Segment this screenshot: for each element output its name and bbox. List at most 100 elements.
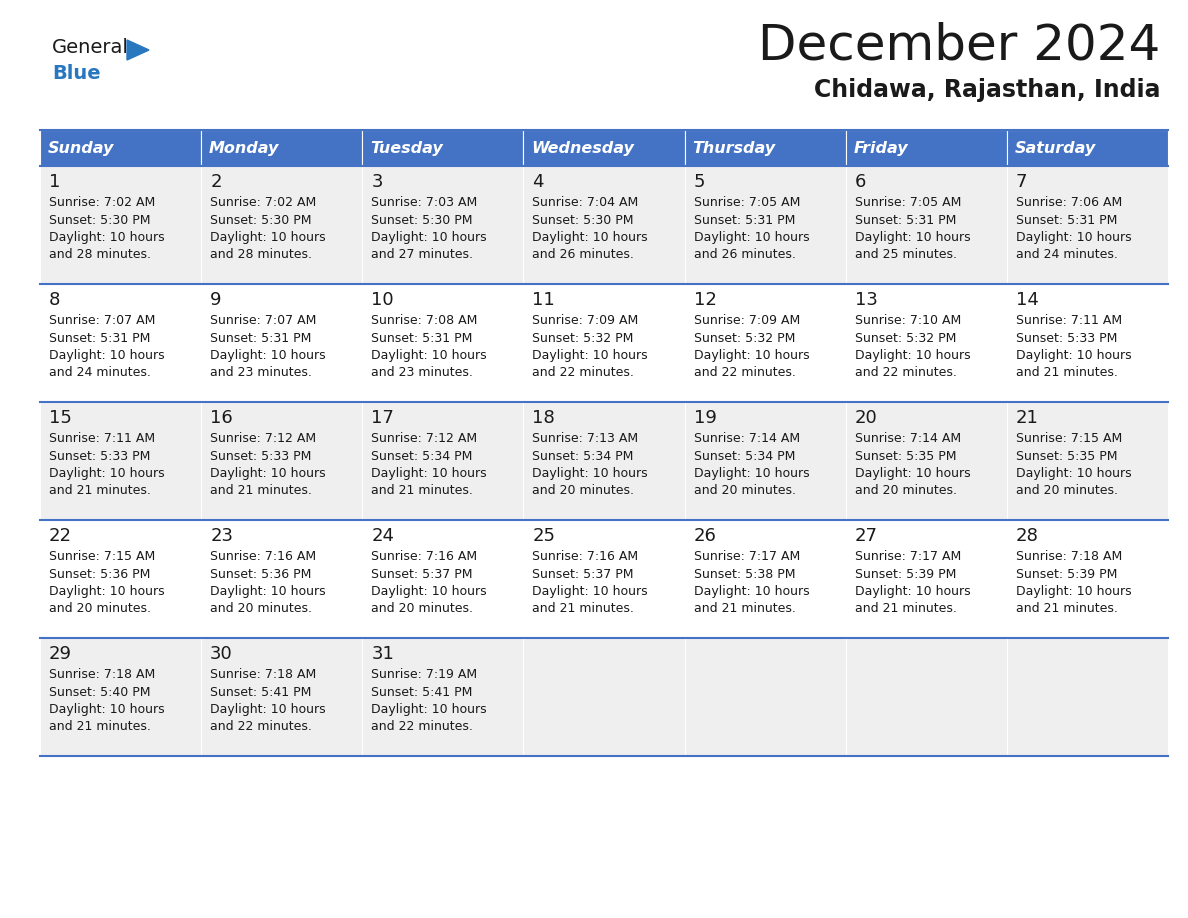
Text: Sunrise: 7:15 AM: Sunrise: 7:15 AM: [1016, 432, 1123, 445]
Text: 18: 18: [532, 409, 555, 427]
Text: 15: 15: [49, 409, 72, 427]
Text: and 21 minutes.: and 21 minutes.: [1016, 366, 1118, 379]
Text: Sunrise: 7:07 AM: Sunrise: 7:07 AM: [49, 314, 156, 327]
Text: Daylight: 10 hours: Daylight: 10 hours: [532, 467, 647, 480]
Text: 19: 19: [694, 409, 716, 427]
Text: Sunset: 5:31 PM: Sunset: 5:31 PM: [694, 214, 795, 227]
FancyBboxPatch shape: [524, 284, 684, 402]
Text: 6: 6: [854, 173, 866, 191]
Text: Daylight: 10 hours: Daylight: 10 hours: [372, 467, 487, 480]
Text: and 20 minutes.: and 20 minutes.: [532, 485, 634, 498]
Text: and 28 minutes.: and 28 minutes.: [49, 249, 151, 262]
FancyBboxPatch shape: [1007, 130, 1168, 166]
Text: and 25 minutes.: and 25 minutes.: [854, 249, 956, 262]
Text: Sunrise: 7:18 AM: Sunrise: 7:18 AM: [49, 668, 156, 681]
Text: 3: 3: [372, 173, 383, 191]
Text: Sunrise: 7:16 AM: Sunrise: 7:16 AM: [372, 550, 478, 563]
Text: 14: 14: [1016, 291, 1038, 309]
Text: Sunrise: 7:02 AM: Sunrise: 7:02 AM: [49, 196, 156, 209]
FancyBboxPatch shape: [846, 638, 1007, 756]
Text: and 22 minutes.: and 22 minutes.: [372, 721, 473, 733]
FancyBboxPatch shape: [201, 520, 362, 638]
Text: Daylight: 10 hours: Daylight: 10 hours: [210, 349, 326, 362]
Text: Sunrise: 7:02 AM: Sunrise: 7:02 AM: [210, 196, 316, 209]
Text: Tuesday: Tuesday: [371, 140, 443, 155]
FancyBboxPatch shape: [524, 166, 684, 284]
Text: Daylight: 10 hours: Daylight: 10 hours: [1016, 585, 1131, 598]
FancyBboxPatch shape: [201, 284, 362, 402]
FancyBboxPatch shape: [684, 520, 846, 638]
Text: Sunrise: 7:17 AM: Sunrise: 7:17 AM: [854, 550, 961, 563]
Text: Sunset: 5:34 PM: Sunset: 5:34 PM: [532, 450, 634, 463]
Text: Sunrise: 7:10 AM: Sunrise: 7:10 AM: [854, 314, 961, 327]
Text: Sunrise: 7:05 AM: Sunrise: 7:05 AM: [694, 196, 800, 209]
FancyBboxPatch shape: [362, 402, 524, 520]
Text: 29: 29: [49, 645, 72, 663]
Text: and 20 minutes.: and 20 minutes.: [210, 602, 312, 615]
Text: Sunset: 5:33 PM: Sunset: 5:33 PM: [1016, 331, 1117, 344]
Text: Sunset: 5:31 PM: Sunset: 5:31 PM: [854, 214, 956, 227]
Text: 24: 24: [372, 527, 394, 545]
Text: and 21 minutes.: and 21 minutes.: [1016, 602, 1118, 615]
Text: Sunset: 5:38 PM: Sunset: 5:38 PM: [694, 567, 795, 580]
Text: and 21 minutes.: and 21 minutes.: [854, 602, 956, 615]
Text: Daylight: 10 hours: Daylight: 10 hours: [694, 349, 809, 362]
Text: Daylight: 10 hours: Daylight: 10 hours: [49, 467, 165, 480]
Text: and 22 minutes.: and 22 minutes.: [854, 366, 956, 379]
FancyBboxPatch shape: [846, 402, 1007, 520]
Text: 13: 13: [854, 291, 878, 309]
Text: Daylight: 10 hours: Daylight: 10 hours: [210, 585, 326, 598]
Text: Daylight: 10 hours: Daylight: 10 hours: [1016, 231, 1131, 244]
Text: Sunset: 5:41 PM: Sunset: 5:41 PM: [210, 686, 311, 699]
FancyBboxPatch shape: [40, 520, 201, 638]
FancyBboxPatch shape: [362, 520, 524, 638]
FancyBboxPatch shape: [362, 638, 524, 756]
Text: and 22 minutes.: and 22 minutes.: [210, 721, 312, 733]
Text: Sunrise: 7:12 AM: Sunrise: 7:12 AM: [372, 432, 478, 445]
Text: Sunrise: 7:05 AM: Sunrise: 7:05 AM: [854, 196, 961, 209]
FancyBboxPatch shape: [201, 402, 362, 520]
Text: Sunrise: 7:04 AM: Sunrise: 7:04 AM: [532, 196, 639, 209]
Text: Sunset: 5:37 PM: Sunset: 5:37 PM: [532, 567, 634, 580]
FancyBboxPatch shape: [1007, 402, 1168, 520]
Text: December 2024: December 2024: [758, 22, 1159, 70]
Text: and 20 minutes.: and 20 minutes.: [854, 485, 956, 498]
Text: and 21 minutes.: and 21 minutes.: [694, 602, 796, 615]
Text: Daylight: 10 hours: Daylight: 10 hours: [210, 231, 326, 244]
FancyBboxPatch shape: [40, 638, 201, 756]
FancyBboxPatch shape: [1007, 520, 1168, 638]
Text: Sunset: 5:32 PM: Sunset: 5:32 PM: [532, 331, 634, 344]
Text: 11: 11: [532, 291, 555, 309]
Text: 12: 12: [694, 291, 716, 309]
FancyBboxPatch shape: [40, 402, 201, 520]
FancyBboxPatch shape: [362, 284, 524, 402]
Text: and 26 minutes.: and 26 minutes.: [532, 249, 634, 262]
Text: Daylight: 10 hours: Daylight: 10 hours: [854, 585, 971, 598]
FancyBboxPatch shape: [846, 130, 1007, 166]
Text: Chidawa, Rajasthan, India: Chidawa, Rajasthan, India: [814, 78, 1159, 102]
Text: and 20 minutes.: and 20 minutes.: [694, 485, 796, 498]
Text: Sunset: 5:35 PM: Sunset: 5:35 PM: [854, 450, 956, 463]
Text: Daylight: 10 hours: Daylight: 10 hours: [854, 349, 971, 362]
Text: and 21 minutes.: and 21 minutes.: [49, 485, 151, 498]
FancyBboxPatch shape: [684, 402, 846, 520]
Text: 31: 31: [372, 645, 394, 663]
Text: 21: 21: [1016, 409, 1038, 427]
Text: Sunset: 5:35 PM: Sunset: 5:35 PM: [1016, 450, 1118, 463]
FancyBboxPatch shape: [684, 130, 846, 166]
Text: Friday: Friday: [854, 140, 909, 155]
Text: Daylight: 10 hours: Daylight: 10 hours: [210, 467, 326, 480]
Text: Sunset: 5:30 PM: Sunset: 5:30 PM: [49, 214, 151, 227]
Text: 23: 23: [210, 527, 233, 545]
FancyBboxPatch shape: [201, 130, 362, 166]
Text: Sunset: 5:30 PM: Sunset: 5:30 PM: [372, 214, 473, 227]
FancyBboxPatch shape: [40, 130, 201, 166]
Text: Daylight: 10 hours: Daylight: 10 hours: [372, 585, 487, 598]
FancyBboxPatch shape: [684, 638, 846, 756]
Text: 28: 28: [1016, 527, 1038, 545]
Text: 26: 26: [694, 527, 716, 545]
Text: Sunrise: 7:17 AM: Sunrise: 7:17 AM: [694, 550, 800, 563]
Text: Daylight: 10 hours: Daylight: 10 hours: [532, 349, 647, 362]
FancyBboxPatch shape: [1007, 638, 1168, 756]
Text: Sunset: 5:32 PM: Sunset: 5:32 PM: [854, 331, 956, 344]
